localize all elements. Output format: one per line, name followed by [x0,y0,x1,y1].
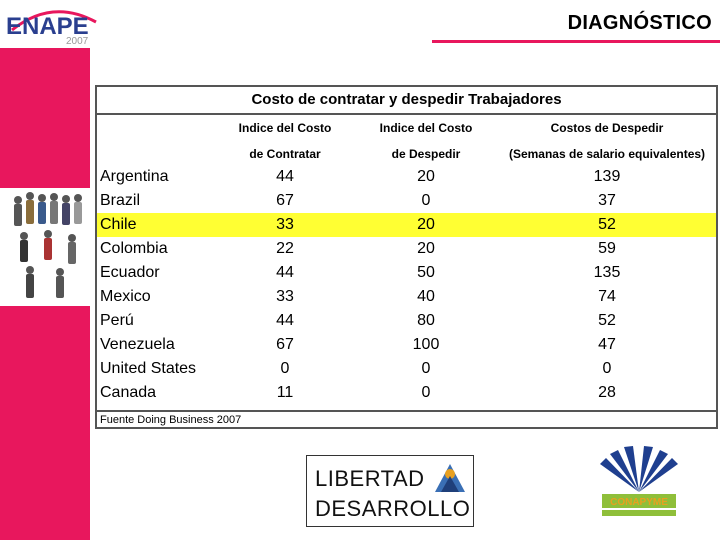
libertad-desarrollo-logo: LIBERTAD DESARROLLO [306,455,474,527]
conapyme-logo-text: CONAPYME [610,497,668,508]
despedir-cell: 0 [421,192,431,209]
sidebar-accent-bottom [0,306,90,540]
workers-illustration [14,192,82,298]
despedir-cell: 20 [417,168,435,185]
costos-cell: 52 [598,312,616,329]
table-row: Brazil 67 0 37 [97,189,716,213]
contratar-cell: 67 [276,192,294,209]
contratar-cell: 0 [280,360,290,377]
despedir-cell: 50 [417,264,435,281]
country-cell: Ecuador [100,264,160,281]
costos-cell: 0 [602,360,612,377]
country-cell: Canada [100,384,157,401]
table-row-highlighted: Chile 33 20 52 [97,213,716,237]
contratar-cell: 33 [276,288,294,305]
costos-cell: 52 [598,216,616,233]
costos-cell: 59 [598,240,616,257]
despedir-cell: 100 [412,336,440,353]
source-note: Fuente Doing Business 2007 [97,410,716,428]
header-costos-line1: Costos de Despedir [550,121,664,135]
country-cell: United States [100,360,197,377]
enape-logo-graphic: ENAPE 2007 [6,10,97,47]
data-table: Costo de contratar y despedir Trabajador… [95,85,718,429]
country-cell: Argentina [100,168,169,185]
libertad-logo-line2: DESARROLLO [315,496,471,521]
country-cell: Brazil [100,192,141,209]
contratar-cell: 22 [276,240,294,257]
table-row: Mexico 33 40 74 [97,285,716,309]
table-title: Costo de contratar y despedir Trabajador… [97,87,716,115]
costos-cell: 37 [598,192,616,209]
svg-text:2007: 2007 [66,36,89,46]
table-row: Argentina 44 20 139 [97,165,716,189]
contratar-cell: 44 [276,264,294,281]
costos-cell: 139 [593,168,621,185]
country-cell: Perú [100,312,134,329]
despedir-cell: 20 [417,216,435,233]
costos-cell: 28 [598,384,616,401]
table-row: Perú 44 80 52 [97,309,716,333]
header-despedir-line2: de Despedir [391,147,461,161]
libertad-logo-line1: LIBERTAD [315,466,425,491]
contratar-cell: 44 [276,312,294,329]
header-despedir-line1: Indice del Costo [379,121,473,135]
despedir-cell: 0 [421,384,431,401]
page-title: DIAGNÓSTICO [567,12,712,34]
header-contratar-line2: de Contratar [249,147,321,161]
costos-cell: 135 [593,264,621,281]
table-row: Colombia 22 20 59 [97,237,716,261]
table-row: United States 0 0 0 [97,357,716,381]
header-costos-line2: (Semanas de salario equivalentes) [508,147,706,161]
svg-text:ENAPE: ENAPE [6,13,89,40]
country-cell: Colombia [100,240,168,257]
sidebar-accent-top [0,48,90,188]
country-cell: Venezuela [100,336,175,353]
header-contratar-line1: Indice del Costo [238,121,332,135]
conapyme-logo: CONAPYME [592,444,686,526]
enape-logo: ENAPE 2007 [4,4,100,47]
table-row: Ecuador 44 50 135 [97,261,716,285]
contratar-cell: 44 [276,168,294,185]
costos-cell: 74 [598,288,616,305]
despedir-cell: 0 [421,360,431,377]
contratar-cell: 11 [276,384,294,401]
country-cell: Mexico [100,288,151,305]
costos-cell: 47 [598,336,616,353]
despedir-cell: 40 [417,288,435,305]
table-row: Venezuela 67 100 47 [97,333,716,357]
contratar-cell: 67 [276,336,294,353]
despedir-cell: 20 [417,240,435,257]
country-cell: Chile [100,216,137,233]
conapyme-logo-graphic: CONAPYME [600,446,678,516]
libertad-logo-emblem [435,464,465,492]
despedir-cell: 80 [417,312,435,329]
contratar-cell: 33 [276,216,294,233]
title-underline [432,40,720,43]
table-row: Canada 11 0 28 [97,381,716,405]
